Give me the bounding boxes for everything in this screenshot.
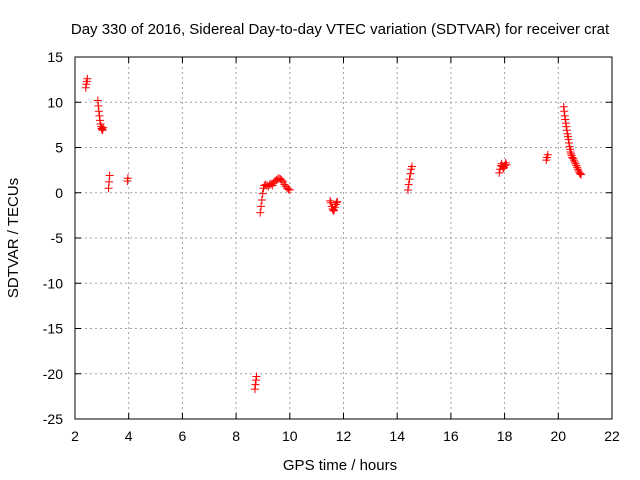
data-point <box>251 380 260 389</box>
data-point <box>561 119 570 128</box>
data-point <box>257 202 266 211</box>
data-point <box>95 116 104 125</box>
data-point <box>501 158 510 167</box>
data-point <box>105 177 114 186</box>
x-tick-label: 22 <box>604 428 620 444</box>
data-point <box>566 148 575 157</box>
data-point <box>284 185 293 194</box>
y-tick-label: 10 <box>47 94 63 110</box>
data-point <box>562 126 571 135</box>
data-point <box>560 111 569 120</box>
y-tick-label: -5 <box>51 230 64 246</box>
data-point <box>94 101 103 110</box>
data-points <box>81 74 586 394</box>
data-point <box>403 186 412 195</box>
data-point <box>560 107 569 116</box>
data-point <box>123 174 132 183</box>
data-point <box>543 150 552 159</box>
data-point <box>404 180 413 189</box>
data-point <box>564 135 573 144</box>
data-point <box>561 115 570 124</box>
data-point <box>570 157 579 166</box>
data-point <box>258 189 267 198</box>
data-point <box>576 169 585 178</box>
data-point <box>569 156 578 165</box>
data-point <box>562 122 571 131</box>
data-point <box>573 165 582 174</box>
data-point <box>81 83 90 92</box>
data-point <box>565 138 574 147</box>
data-point <box>333 197 342 206</box>
x-tick-label: 20 <box>551 428 567 444</box>
data-point <box>251 376 260 385</box>
y-tick-label: -25 <box>43 411 63 427</box>
data-point <box>569 154 578 163</box>
y-tick-labels: -25 -20 -15 -10 -5 0 5 10 15 <box>43 49 63 427</box>
data-point <box>567 149 576 158</box>
data-point <box>98 125 107 134</box>
x-tick-labels: 2 4 6 8 10 12 14 16 18 20 22 <box>71 428 620 444</box>
y-tick-label: 0 <box>55 185 63 201</box>
x-tick-label: 2 <box>71 428 79 444</box>
data-point <box>94 107 103 116</box>
axis-ticks <box>74 56 613 420</box>
data-point <box>326 196 335 205</box>
y-tick-label: -10 <box>43 275 63 291</box>
x-tick-label: 10 <box>282 428 298 444</box>
data-point <box>95 111 104 120</box>
x-tick-label: 18 <box>497 428 513 444</box>
x-tick-label: 8 <box>232 428 240 444</box>
y-axis-label: SDTVAR / TECUs <box>5 178 22 298</box>
data-point <box>83 74 92 83</box>
data-point <box>495 168 504 177</box>
data-point <box>256 208 265 217</box>
data-point <box>407 162 416 171</box>
data-point <box>277 176 286 185</box>
data-point <box>575 168 584 177</box>
data-point <box>405 175 414 184</box>
data-point <box>571 159 580 168</box>
data-point <box>105 171 114 180</box>
x-tick-label: 12 <box>336 428 352 444</box>
grid <box>75 57 612 419</box>
x-tick-label: 4 <box>125 428 133 444</box>
x-tick-label: 14 <box>389 428 405 444</box>
x-tick-label: 16 <box>443 428 459 444</box>
data-point <box>577 170 586 179</box>
data-point <box>572 161 581 170</box>
x-tick-label: 6 <box>179 428 187 444</box>
y-tick-label: 15 <box>47 49 63 65</box>
data-point <box>406 169 415 178</box>
data-point <box>285 186 294 195</box>
data-point <box>93 96 102 105</box>
y-tick-label: 5 <box>55 140 63 156</box>
data-point <box>329 206 338 215</box>
data-point <box>559 102 568 111</box>
x-axis-label: GPS time / hours <box>283 457 397 474</box>
data-point <box>104 184 113 193</box>
chart-title: Day 330 of 2016, Sidereal Day-to-day VTE… <box>71 21 610 38</box>
data-point <box>332 198 341 207</box>
data-point <box>250 385 259 394</box>
data-point <box>252 372 261 381</box>
y-tick-label: -20 <box>43 366 63 382</box>
data-point <box>97 124 106 133</box>
data-point <box>573 163 582 172</box>
y-tick-label: -15 <box>43 321 63 337</box>
data-point <box>99 123 108 132</box>
data-point <box>502 160 511 169</box>
data-point <box>257 195 266 204</box>
